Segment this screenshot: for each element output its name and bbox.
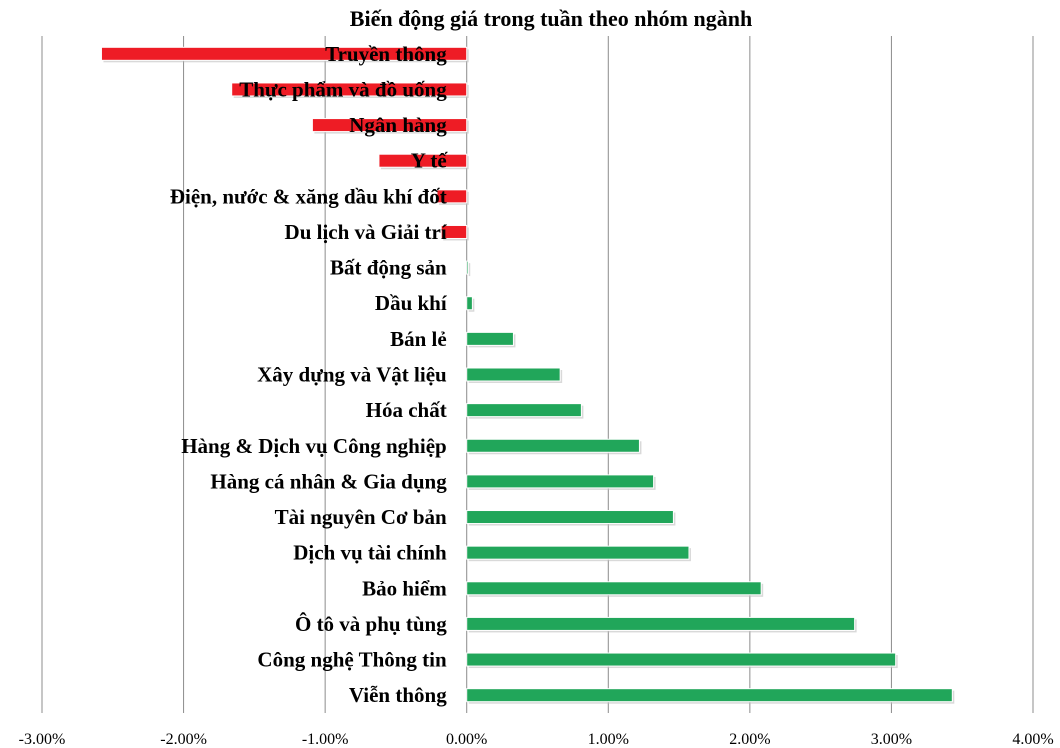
bar [466,510,674,525]
category-label: Điện, nước & xăng dầu khí đốt [170,184,447,208]
category-label: Thực phẩm và đồ uống [239,77,447,101]
bar [466,688,953,703]
category-label: Ngân hàng [349,113,447,137]
bar [466,616,856,631]
bar [466,296,473,311]
category-label: Công nghệ Thông tin [257,648,447,672]
bar [466,474,655,489]
bar [466,260,469,275]
category-label: Truyền thông [325,42,447,66]
x-tick-label: -3.00% [19,731,66,748]
gridlines [41,36,1034,713]
category-label: Hàng cá nhân & Gia dụng [210,469,447,493]
category-label: Xây dựng và Vật liệu [257,363,447,387]
bar [466,438,640,453]
x-tick-label: 0.00% [446,731,487,748]
bars [100,46,955,704]
category-label: Bất động sản [330,256,447,280]
x-tick-label: -2.00% [160,731,207,748]
category-label: Hóa chất [366,398,447,422]
bar [466,367,561,382]
bar-shadow [468,263,471,277]
bar [466,652,897,667]
bar [311,118,468,133]
chart-title: Biến động giá trong tuần theo nhóm ngành [350,6,752,31]
category-labels: Truyền thông Thực phẩm và đồ uống Ngân hàn… [170,42,449,707]
bar [466,331,514,346]
category-label: Hàng & Dịch vụ Công nghiệp [181,434,446,458]
bar [378,153,468,168]
bar [100,46,468,61]
category-label: Ô tô và phụ tùng [295,612,447,636]
category-label: Bảo hiểm [362,576,447,600]
x-tick-label: -1.00% [302,731,349,748]
category-label: Bán lẻ [390,327,447,351]
bar [436,189,468,204]
x-tick-label: 1.00% [588,731,629,748]
category-label: Tài nguyên Cơ bản [275,505,447,529]
x-tick-label: 2.00% [729,731,770,748]
x-tick-label: 4.00% [1012,731,1053,748]
category-label: Dầu khí [375,291,448,315]
category-label: Viễn thông [349,683,447,707]
category-label: Du lịch và Giải trí [285,220,448,244]
category-label: Y tế [411,149,449,173]
category-label: Dịch vụ tài chính [293,541,447,565]
bar [466,545,690,560]
x-tick-label: 3.00% [871,731,912,748]
bar [466,581,762,596]
bar [440,224,468,239]
bar [466,403,582,418]
bar [231,82,468,97]
x-axis-ticks: -3.00% -2.00% -1.00% 0.00% 1.00% 2.00% 3.00% 4.… [19,731,1054,748]
